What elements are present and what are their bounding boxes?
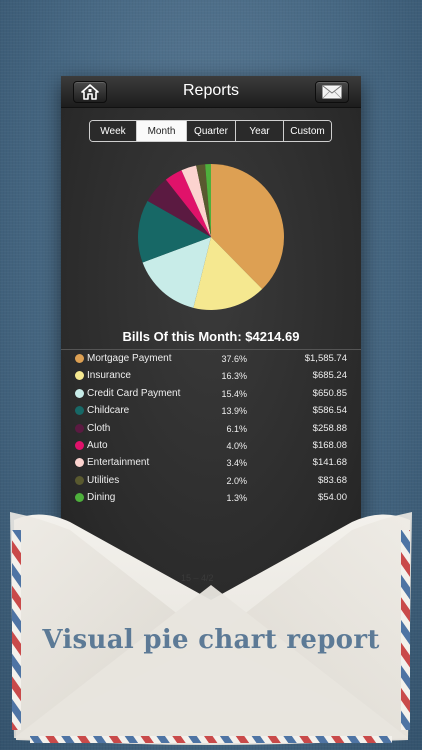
legend-percent: 4.0% — [226, 440, 247, 451]
legend-amount: $1,585.74 — [304, 353, 347, 364]
legend-percent: 2.0% — [226, 475, 247, 486]
legend-row-auto[interactable]: Auto 4.0% $168.08 — [61, 437, 361, 454]
period-segmented-control: Week Month Quarter Year Custom — [89, 120, 332, 142]
legend-color-dot — [75, 423, 84, 433]
legend-row-entertainment[interactable]: Entertainment 3.4% $141.68 — [61, 454, 361, 471]
legend-percent: 16.3% — [221, 371, 247, 382]
legend-amount: $586.54 — [312, 405, 347, 417]
legend-label: Childcare — [87, 405, 130, 417]
legend-row-utilities[interactable]: Utilities 2.0% $83.68 — [61, 472, 361, 489]
home-icon — [81, 84, 99, 100]
legend-amount: $83.68 — [317, 474, 347, 486]
legend-color-dot — [75, 406, 84, 416]
mail-button[interactable] — [315, 81, 349, 103]
legend-amount: $685.24 — [312, 370, 347, 382]
pie-slice-cloth — [147, 179, 211, 237]
legend-color-dot — [75, 493, 84, 503]
app-screen: Reports Week Month Quarter Year Custom B… — [61, 76, 361, 596]
legend-label: Insurance — [87, 370, 131, 382]
legend-row-cloth[interactable]: Cloth 6.1% $258.88 — [61, 420, 361, 437]
nav-bar: Reports — [61, 76, 361, 108]
legend-color-dot — [75, 388, 84, 398]
divider — [61, 349, 361, 350]
envelope-icon — [322, 85, 342, 99]
legend-row-dining[interactable]: Dining 1.3% $54.00 — [61, 489, 361, 506]
legend-color-dot — [75, 475, 84, 485]
pie-slice-mortgage-payment — [211, 164, 284, 290]
pie-slice-utilities — [196, 164, 211, 237]
legend-label: Dining — [87, 492, 116, 504]
pie-slice-credit-card-payment — [142, 237, 211, 308]
legend-label: Cloth — [87, 422, 111, 434]
legend-label: Utilities — [87, 474, 120, 486]
segment-quarter[interactable]: Quarter — [187, 121, 236, 141]
legend-row-credit-card-payment[interactable]: Credit Card Payment 15.4% $650.85 — [61, 385, 361, 402]
legend-amount: $258.88 — [312, 422, 347, 434]
legend-label: Entertainment — [87, 457, 150, 469]
legend-color-dot — [75, 440, 84, 450]
promo-tagline: Visual pie chart report — [42, 625, 380, 655]
legend-label: Auto — [87, 439, 108, 451]
legend-percent: 13.9% — [221, 406, 247, 417]
faded-date-text: 15 – 4/2 — [181, 573, 214, 583]
legend-row-insurance[interactable]: Insurance 16.3% $685.24 — [61, 367, 361, 384]
segment-year[interactable]: Year — [236, 121, 284, 141]
legend-percent: 6.1% — [226, 423, 247, 434]
legend-percent: 3.4% — [226, 458, 247, 469]
legend-color-dot — [75, 458, 84, 468]
legend-list: Mortgage Payment 37.6% $1,585.74 Insurance 1… — [61, 350, 361, 507]
pie-slice-dining — [205, 164, 211, 237]
segment-month[interactable]: Month — [137, 121, 187, 141]
segment-custom[interactable]: Custom — [284, 121, 331, 141]
pie-slice-insurance — [193, 237, 263, 310]
legend-row-mortgage-payment[interactable]: Mortgage Payment 37.6% $1,585.74 — [61, 350, 361, 367]
legend-label: Credit Card Payment — [87, 387, 181, 399]
envelope-illustration — [10, 512, 412, 745]
legend-label: Mortgage Payment — [87, 353, 172, 364]
page-title: Reports — [182, 82, 240, 99]
pie-slice-childcare — [138, 200, 211, 263]
legend-color-dot — [75, 354, 84, 363]
legend-percent: 37.6% — [221, 354, 247, 364]
legend-amount: $168.08 — [312, 439, 347, 451]
total-bills-label: Bills Of this Month: $4214.69 — [122, 329, 300, 344]
legend-percent: 1.3% — [226, 493, 247, 504]
legend-amount: $141.68 — [312, 457, 347, 469]
legend-percent: 15.4% — [221, 388, 247, 399]
segment-week[interactable]: Week — [90, 121, 137, 141]
legend-amount: $650.85 — [312, 387, 347, 399]
legend-color-dot — [75, 371, 84, 381]
legend-row-childcare[interactable]: Childcare 13.9% $586.54 — [61, 402, 361, 419]
pie-slice-entertainment — [181, 165, 211, 237]
home-button[interactable] — [73, 81, 107, 103]
legend-amount: $54.00 — [317, 492, 347, 504]
pie-slice-auto — [165, 170, 211, 237]
pie-chart — [138, 164, 284, 310]
